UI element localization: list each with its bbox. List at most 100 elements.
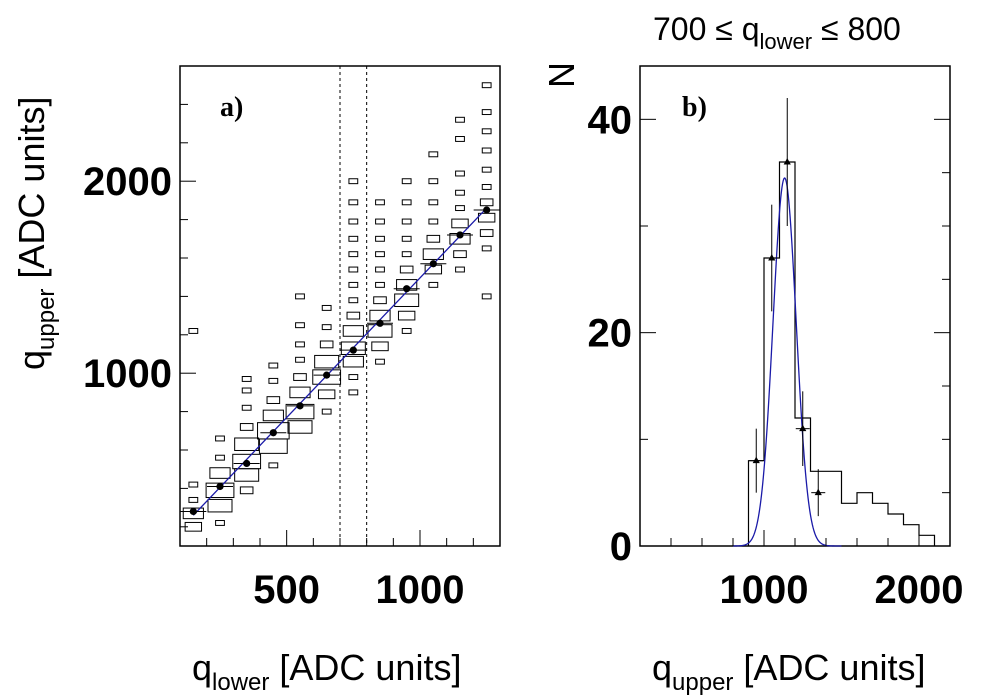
box-bin: [215, 520, 225, 526]
box-bin: [266, 396, 281, 404]
data-point: [814, 488, 822, 496]
box-bin: [321, 408, 332, 415]
box-bin: [481, 128, 492, 135]
box-bin: [317, 389, 336, 400]
profile-point: [483, 206, 491, 214]
data-point: [752, 456, 760, 464]
box-bin: [215, 454, 225, 461]
profile-point: [403, 285, 411, 293]
box-bin: [428, 151, 439, 158]
box-bin: [401, 178, 412, 185]
box-bin: [295, 293, 305, 300]
x-tick-label: 1000: [376, 568, 465, 612]
box-bin: [295, 322, 305, 329]
box-bin: [293, 373, 307, 381]
box-bin: [401, 328, 412, 334]
panel-a-xlabel: qlower [ADC units]: [192, 647, 461, 696]
box-bin: [241, 376, 252, 382]
panel-b-gauss-fit: [733, 177, 842, 547]
box-bin: [481, 245, 492, 252]
panel-b: 1000 2000 0 20 40 b) 700 ≤ qlower ≤ 800 N qu…: [541, 11, 963, 696]
box-bin: [239, 423, 254, 431]
box-bin: [312, 369, 342, 385]
box-bin: [348, 251, 359, 258]
box-bin: [257, 422, 290, 440]
box-bin: [479, 229, 494, 237]
profile-point: [376, 319, 384, 327]
x-tick-label: 500: [253, 568, 320, 612]
gauss-curve: [733, 177, 842, 547]
box-bin: [481, 184, 492, 190]
box-bin: [295, 341, 305, 348]
box-bin: [401, 235, 412, 242]
box-bin: [215, 435, 225, 442]
profile-point: [269, 429, 277, 437]
box-bin: [428, 281, 439, 288]
box-bin: [422, 248, 444, 260]
box-bin: [481, 109, 492, 116]
box-bin: [342, 325, 364, 337]
box-bin: [241, 404, 252, 411]
box-bin: [375, 358, 385, 365]
panel-a-fit-line: [192, 207, 488, 516]
box-bin: [455, 189, 465, 196]
box-bin: [348, 281, 359, 288]
data-point: [768, 254, 776, 261]
box-bin: [209, 467, 231, 479]
data-point: [799, 424, 807, 432]
box-bin: [375, 251, 385, 258]
panel-b-data-points: [749, 98, 826, 517]
profile-point: [296, 402, 304, 410]
y-tick-label: 0: [610, 525, 632, 569]
box-bin: [188, 481, 199, 488]
box-bin: [348, 218, 359, 225]
box-bin: [239, 486, 254, 495]
box-bin: [232, 453, 262, 470]
box-bin: [481, 82, 492, 89]
box-bin: [373, 296, 387, 305]
box-bin: [234, 437, 260, 451]
y-tick-label: 1000: [83, 352, 172, 396]
box-bin: [241, 387, 252, 394]
box-bin: [481, 293, 492, 300]
panel-b-histogram: [747, 161, 936, 546]
y-tick-label: 2000: [83, 160, 172, 204]
box-bin: [342, 355, 364, 368]
box-bin: [268, 462, 279, 469]
box-bin: [371, 341, 389, 352]
box-bin: [348, 266, 359, 273]
histogram-outline: [747, 161, 936, 546]
box-bin: [348, 389, 359, 396]
profile-point: [216, 482, 224, 491]
box-bin: [401, 199, 412, 206]
box-bin: [394, 293, 420, 307]
panel-a-ylabel: qupper [ADC units]: [11, 97, 60, 370]
box-bin: [268, 377, 279, 384]
box-bin: [321, 324, 332, 331]
box-bin: [234, 468, 260, 482]
box-bin: [481, 166, 492, 173]
box-bin: [399, 265, 414, 274]
box-bin: [319, 340, 334, 349]
panel-a-ticks: 500 1000 1000 2000: [83, 65, 501, 612]
box-bin: [321, 304, 332, 311]
box-bin: [188, 328, 199, 334]
profile-point: [456, 231, 464, 239]
box-bin: [428, 218, 439, 225]
box-bin: [207, 498, 233, 513]
box-bin: [375, 281, 385, 288]
box-bin: [375, 266, 385, 273]
profile-point: [429, 260, 437, 268]
data-point: [783, 158, 791, 165]
x-tick-label: 1000: [720, 568, 809, 612]
panel-a-boxes: [182, 82, 496, 532]
box-bin: [348, 297, 359, 304]
box-bin: [375, 235, 385, 242]
profile-point: [189, 507, 197, 516]
box-bin: [401, 251, 412, 258]
y-tick-label: 40: [588, 98, 633, 142]
box-bin: [348, 374, 359, 380]
box-bin: [375, 199, 385, 206]
box-bin: [401, 218, 412, 225]
panel-a-profile-points: [180, 206, 500, 516]
